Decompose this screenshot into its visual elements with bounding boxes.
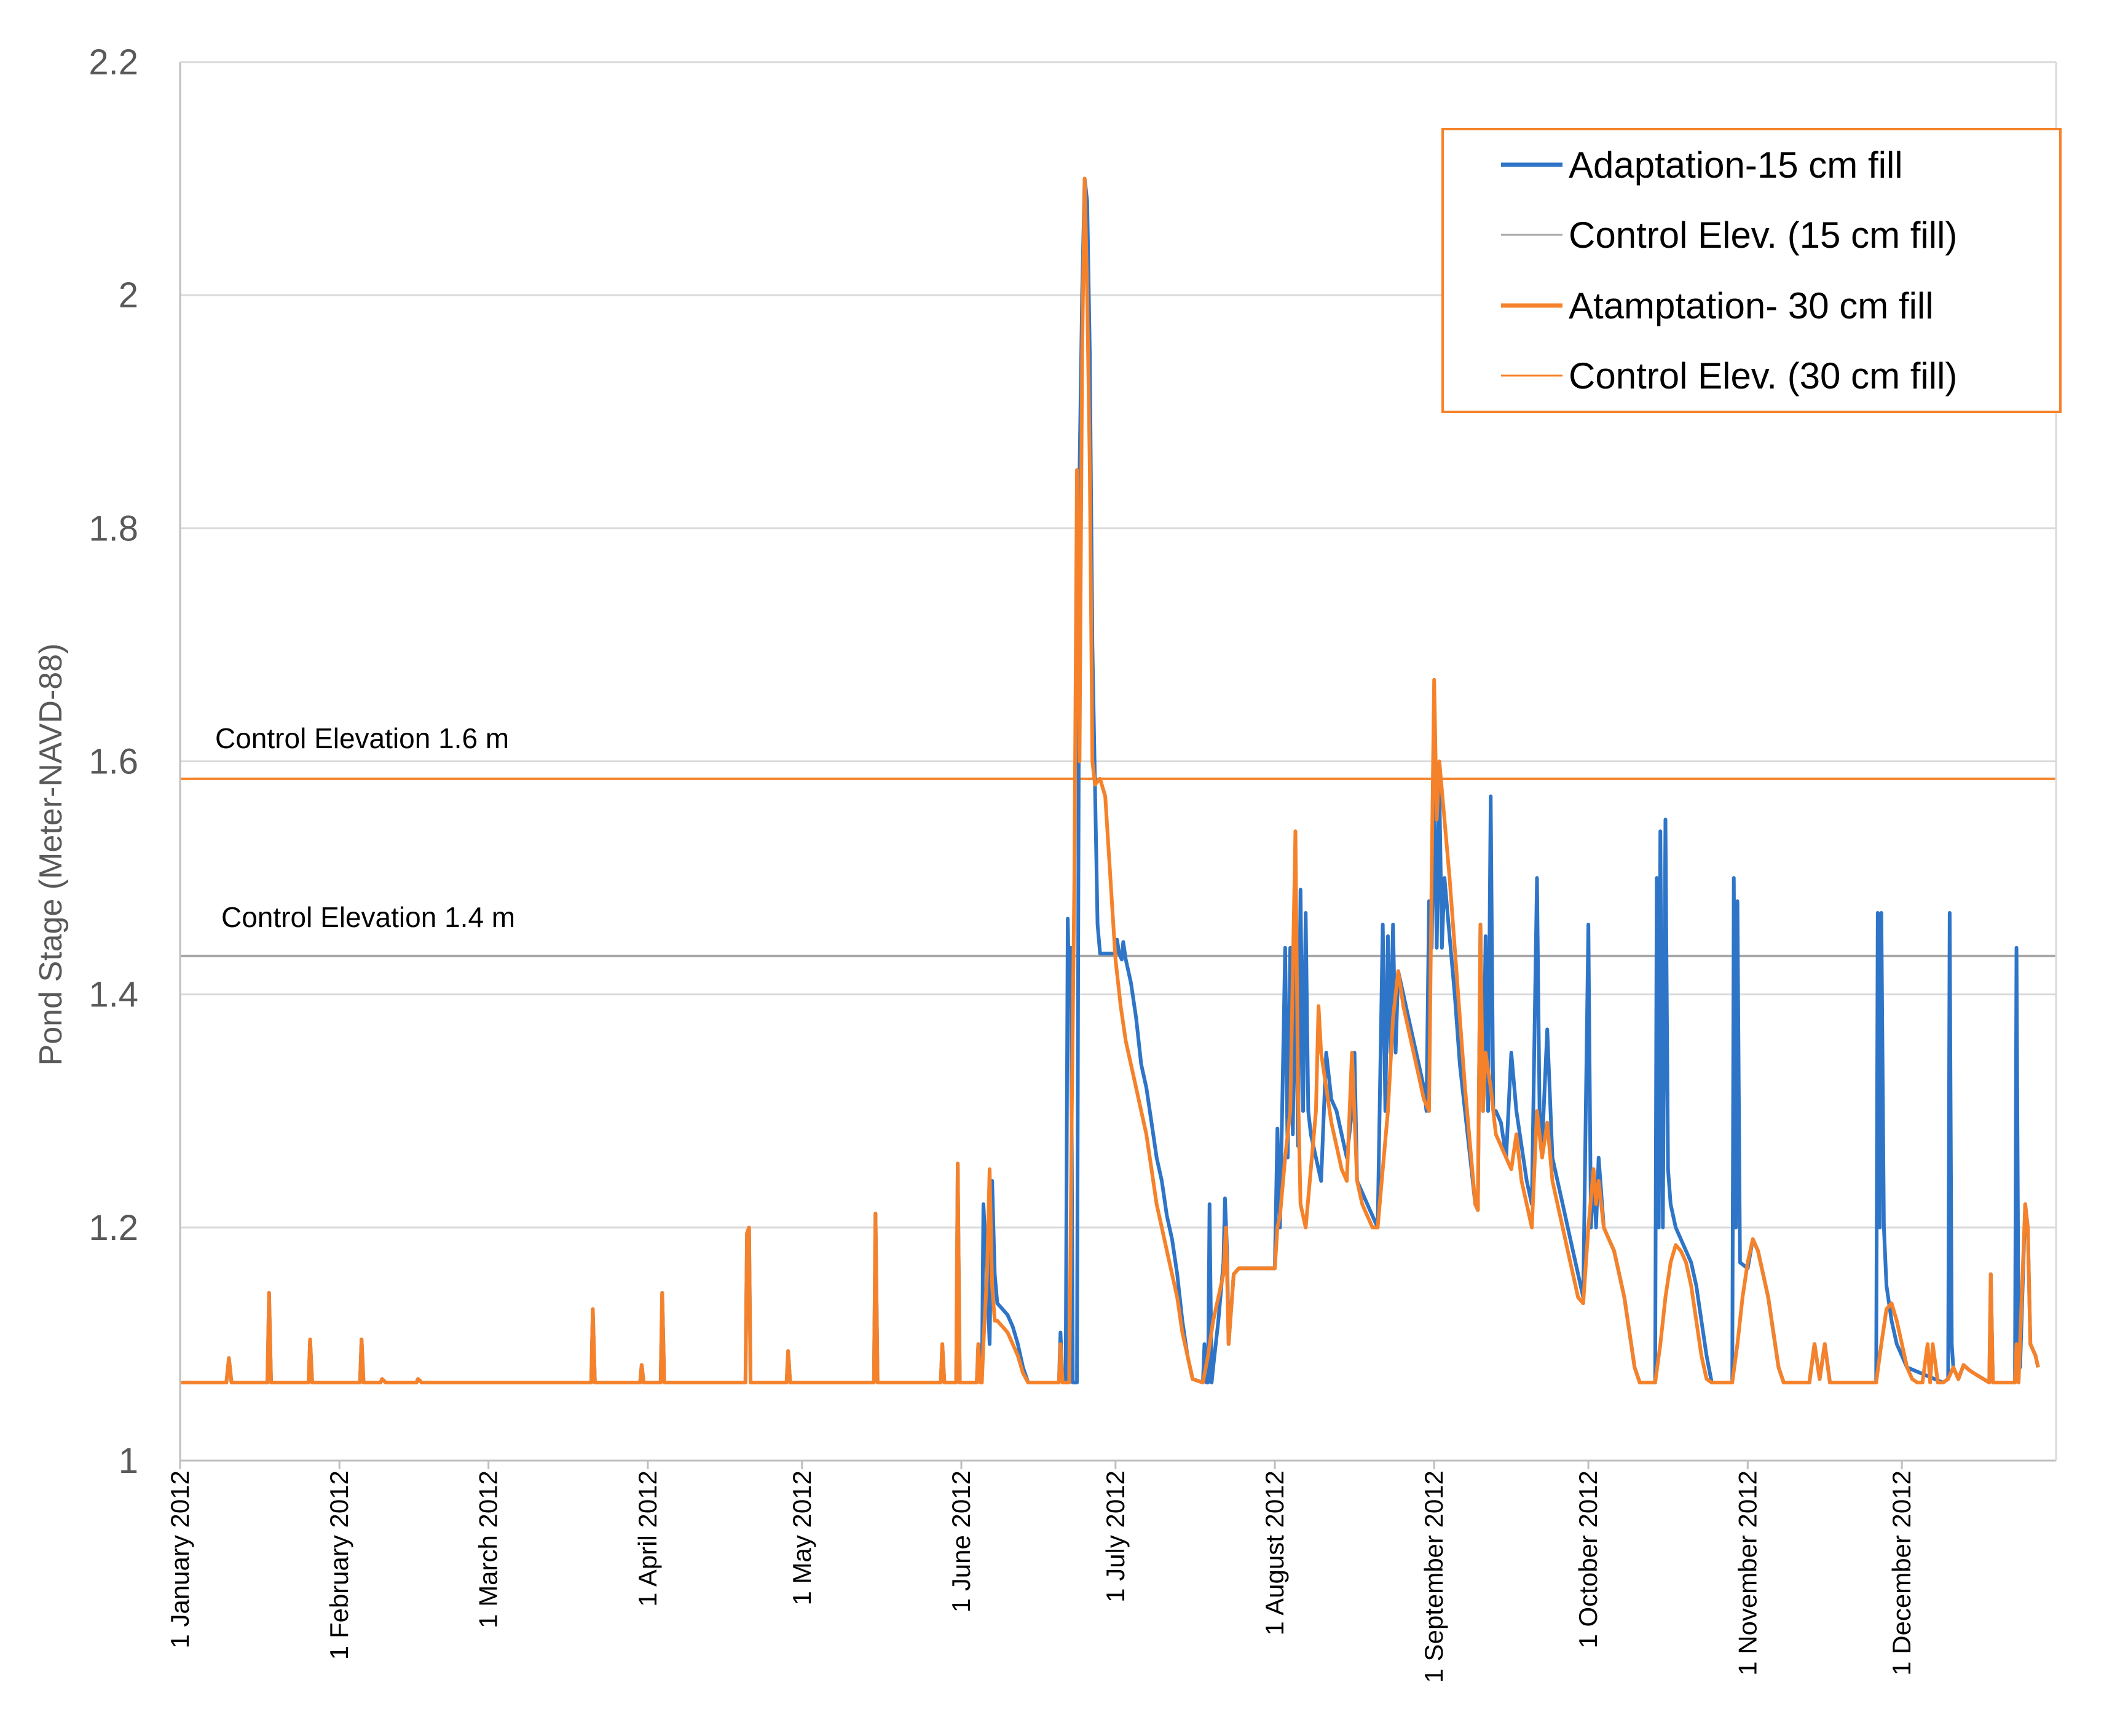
axes [179, 61, 2057, 1462]
x-tick-label: 1 May 2012 [787, 1470, 816, 1605]
legend: Adaptation-15 cm fill Control Elev. (15 c… [1441, 128, 2062, 413]
x-tick-label: 1 August 2012 [1260, 1470, 1289, 1636]
legend-label: Control Elev. (15 cm fill) [1569, 215, 1957, 256]
y-tick-label: 1.8 [89, 508, 138, 548]
annotation-bg [215, 896, 609, 937]
y-tick-label: 2.2 [89, 42, 138, 82]
x-tick-label: 1 June 2012 [947, 1470, 975, 1612]
annotation-label: Control Elevation 1.4 m [221, 901, 515, 933]
y-axis-title: Pond Stage (Meter-NAVD-88) [33, 644, 69, 1066]
annotations: Control Elevation 1.6 m Control Elevation… [209, 717, 609, 937]
x-tick-label: 1 October 2012 [1574, 1470, 1602, 1649]
x-tick-label: 1 March 2012 [474, 1470, 503, 1628]
legend-label: Atamptation- 30 cm fill [1569, 285, 1934, 326]
x-tick-label: 1 January 2012 [165, 1470, 194, 1649]
y-tick-label: 1 [119, 1441, 138, 1481]
y-tick-label: 1.2 [89, 1208, 138, 1248]
y-axis-ticks: 1 1.2 1.4 1.6 1.8 2 2.2 [89, 42, 138, 1481]
y-tick-label: 2 [119, 275, 138, 315]
legend-box [1441, 128, 2062, 413]
series-lines [180, 176, 2040, 1384]
legend-label: Control Elev. (30 cm fill) [1569, 355, 1957, 397]
x-tick-label: 1 July 2012 [1101, 1470, 1130, 1603]
y-tick-label: 1.6 [89, 742, 138, 782]
x-tick-label: 1 November 2012 [1733, 1470, 1762, 1676]
x-tick-label: 1 December 2012 [1887, 1470, 1916, 1676]
control-elevation-lines [180, 777, 2056, 958]
adaptation-30cm-line [180, 176, 2040, 1384]
legend-label: Adaptation-15 cm fill [1569, 144, 1903, 186]
annotation-bg [209, 717, 602, 758]
annotation-label: Control Elevation 1.6 m [215, 722, 509, 754]
y-tick-label: 1.4 [89, 975, 138, 1015]
x-tick-label: 1 September 2012 [1419, 1470, 1448, 1683]
x-tick-label: 1 February 2012 [325, 1470, 353, 1660]
x-tick-label: 1 April 2012 [633, 1470, 662, 1607]
x-axis-ticks: 1 January 2012 1 February 2012 1 March 201… [165, 1461, 1916, 1683]
